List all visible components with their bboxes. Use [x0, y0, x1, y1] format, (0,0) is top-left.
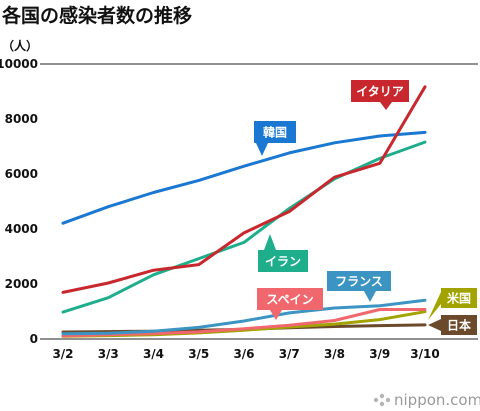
x-tick-label: 3/10	[410, 347, 439, 361]
series-tag-label: 米国	[447, 291, 471, 306]
x-tick-label: 3/2	[52, 347, 73, 361]
series-tag-box	[441, 288, 477, 308]
series-tag: スペイン	[257, 288, 323, 320]
series-tag-pointer	[256, 143, 268, 156]
series-line	[61, 298, 427, 336]
x-tick-label: 3/9	[369, 347, 390, 361]
series-tag-pointer	[380, 102, 392, 110]
x-tick-label: 3/4	[143, 347, 164, 361]
series-line	[61, 85, 427, 294]
series-tag-pointer	[264, 234, 276, 250]
y-tick-label: 2000	[5, 277, 38, 291]
y-tick-label: 10000	[0, 57, 38, 71]
series-tag-label: 韓国	[263, 125, 287, 140]
series-tag-pointer	[428, 319, 441, 331]
series-tag-pointer	[364, 291, 376, 302]
series-tag-label: 日本	[447, 318, 471, 333]
series-tag-box	[351, 80, 409, 102]
x-tick-label: 3/3	[98, 347, 119, 361]
series-line	[61, 308, 427, 338]
series-tag-label: イタリア	[356, 85, 404, 99]
chart-title: 各国の感染者数の推移	[1, 4, 192, 27]
series-tag-box	[327, 271, 391, 291]
y-tick-label: 6000	[5, 167, 38, 181]
series-tag-box	[258, 250, 308, 272]
series-tag-box	[441, 315, 477, 335]
footer-logo: nippon.com	[373, 391, 480, 409]
x-tick-label: 3/5	[188, 347, 209, 361]
footer-brand: nippon.com	[394, 391, 480, 409]
axis-lines	[40, 63, 478, 340]
series-line	[61, 140, 427, 314]
y-axis-unit: （人）	[2, 38, 38, 53]
y-tick-label: 4000	[5, 222, 38, 236]
series-tag: 日本	[428, 315, 477, 335]
x-tick-label: 3/6	[233, 347, 254, 361]
x-tick-label: 3/8	[324, 347, 345, 361]
series-tag: 韓国	[254, 121, 296, 156]
y-tick-labels: 0 2000 4000 6000 8000 10000	[0, 57, 38, 346]
series-tag-box	[254, 121, 296, 143]
series-tag-pointer	[428, 292, 441, 320]
series-lines	[61, 85, 427, 338]
nippon-logo-icon	[373, 393, 391, 407]
series-tag-label: フランス	[335, 275, 383, 289]
x-tick-label: 3/7	[279, 347, 300, 361]
x-tick-labels: 3/2 3/3 3/4 3/5 3/6 3/7 3/8 3/9 3/10	[52, 347, 439, 361]
series-tag-label: スペイン	[266, 293, 313, 307]
series-tag-label: イラン	[265, 255, 301, 269]
series-line	[61, 130, 427, 225]
y-tick-label: 0	[30, 332, 38, 346]
series-tag: イラン	[258, 234, 308, 272]
series-tag-pointer	[270, 310, 282, 320]
series-tag: フランス	[327, 271, 391, 302]
series-tag-box	[257, 288, 323, 310]
y-tick-label: 8000	[5, 112, 38, 126]
series-tag: 米国	[428, 288, 477, 320]
series-tag: イタリア	[351, 80, 409, 110]
